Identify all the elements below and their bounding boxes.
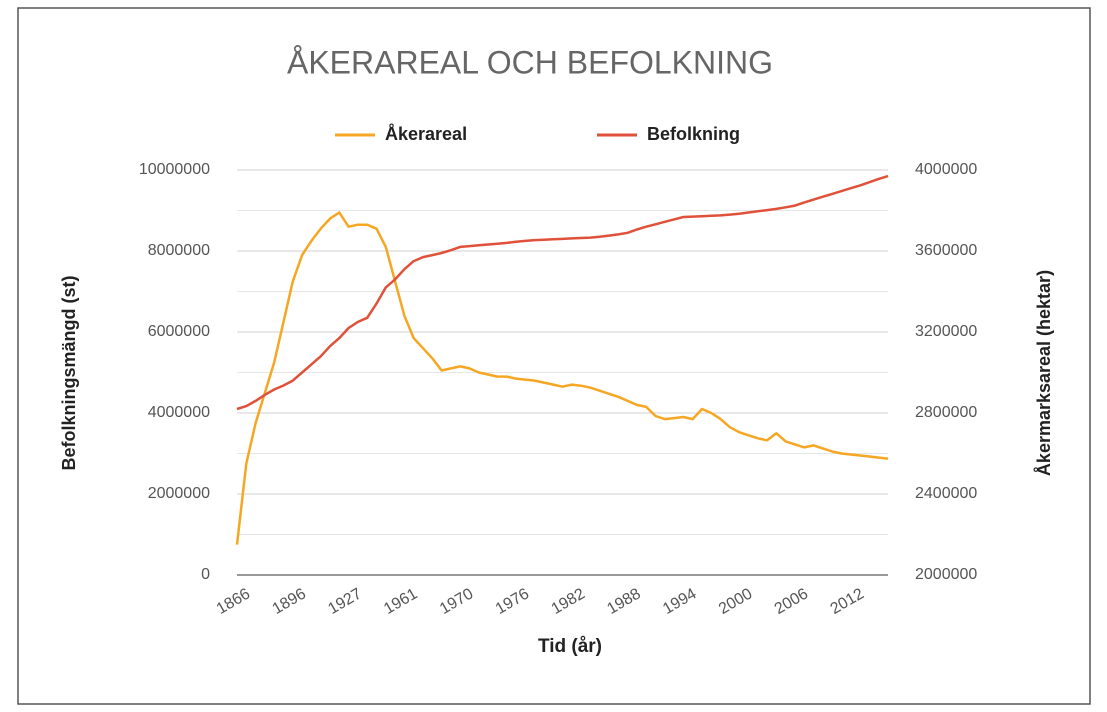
legend-label: Åkerareal (385, 124, 467, 144)
series-line (236, 174, 889, 411)
y2-tick-label: 3600000 (915, 242, 977, 259)
y2-tick-label: 2000000 (915, 566, 977, 583)
y-tick-label: 10000000 (139, 161, 210, 178)
y-tick-label: 2000000 (148, 485, 210, 502)
y2-tick-label: 3200000 (915, 323, 977, 340)
y2-tick-label: 2800000 (915, 404, 977, 421)
y-axis-label: Befolkningsmängd (st) (59, 275, 79, 470)
x-axis-label: Tid (år) (538, 636, 602, 657)
y-tick-label: 4000000 (148, 404, 210, 421)
legend-label: Befolkning (647, 124, 740, 144)
y2-tick-label: 4000000 (915, 161, 977, 178)
y-tick-label: 0 (201, 566, 210, 583)
chart-title: ÅKERAREAL OCH BEFOLKNING (287, 44, 773, 80)
y2-axis-label: Åkermarksareal (hektar) (1034, 270, 1054, 476)
y-tick-label: 8000000 (148, 242, 210, 259)
series-line (235, 211, 889, 545)
frame (17, 7, 1091, 705)
y-tick-label: 6000000 (148, 323, 210, 340)
y2-tick-label: 2400000 (915, 485, 977, 502)
